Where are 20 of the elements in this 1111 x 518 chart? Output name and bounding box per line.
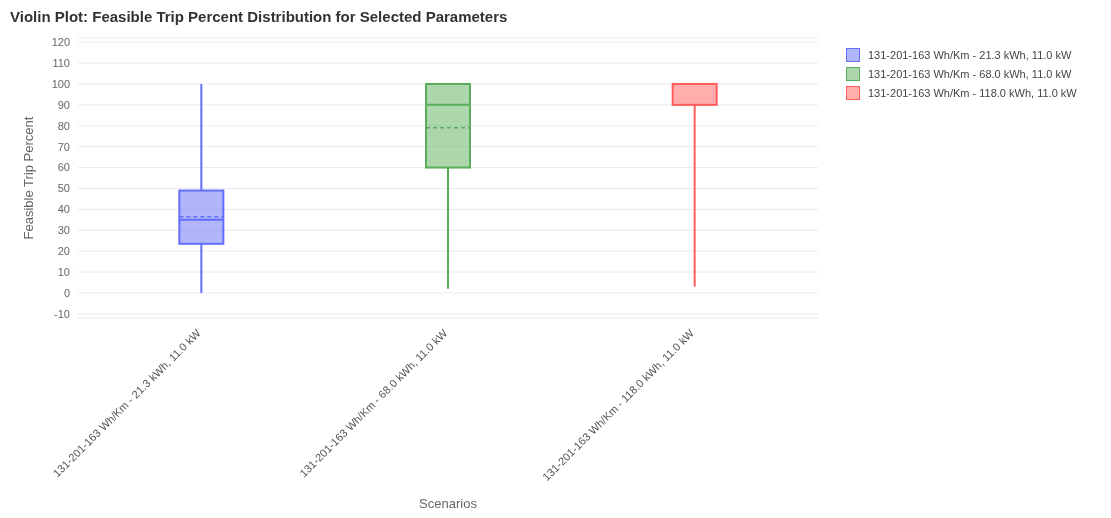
legend-label: 131-201-163 Wh/Km - 21.3 kWh, 11.0 kW bbox=[868, 49, 1072, 61]
y-tick-label: 0 bbox=[63, 286, 70, 299]
y-tick-label: 80 bbox=[57, 119, 70, 132]
y-tick-label: -10 bbox=[54, 307, 70, 320]
legend-label: 131-201-163 Wh/Km - 118.0 kWh, 11.0 kW bbox=[868, 87, 1077, 99]
x-axis-title: Scenarios bbox=[419, 496, 478, 511]
y-tick-label: 10 bbox=[57, 265, 70, 278]
y-tick-label: 110 bbox=[52, 56, 70, 69]
chart-title: Violin Plot: Feasible Trip Percent Distribution for Selected Parameters bbox=[10, 8, 508, 25]
y-tick-label: 60 bbox=[57, 161, 70, 174]
y-tick-label: 30 bbox=[57, 224, 70, 237]
y-tick-label: 50 bbox=[57, 182, 70, 195]
y-tick-label: 40 bbox=[57, 203, 70, 216]
y-axis-title: Feasible Trip Percent bbox=[20, 116, 36, 240]
y-tick-label: 100 bbox=[51, 77, 70, 90]
y-tick-label: 20 bbox=[57, 245, 70, 258]
y-tick-label: 90 bbox=[57, 98, 70, 111]
legend-label: 131-201-163 Wh/Km - 68.0 kWh, 11.0 kW bbox=[868, 68, 1072, 80]
y-tick-label: 120 bbox=[51, 36, 70, 49]
y-tick-label: 70 bbox=[57, 140, 70, 153]
